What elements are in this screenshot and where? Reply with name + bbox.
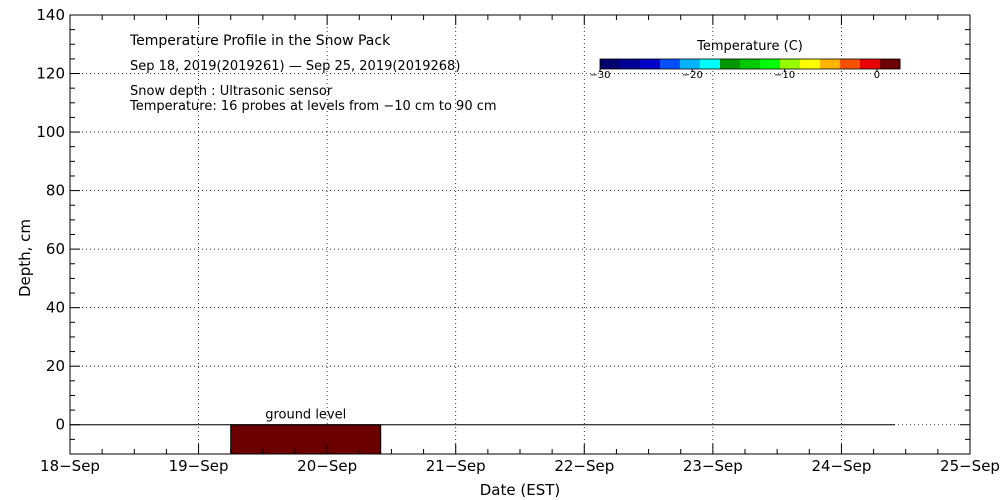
colorbar-segment bbox=[860, 59, 881, 69]
colorbar-segment bbox=[640, 59, 661, 69]
colorbar-segment bbox=[740, 59, 761, 69]
x-tick-label: 20−Sep bbox=[297, 457, 357, 475]
colorbar-label: −20 bbox=[682, 70, 703, 81]
x-tick-label: 24−Sep bbox=[811, 457, 871, 475]
temperature-block bbox=[230, 424, 382, 455]
y-tick-label: 100 bbox=[36, 123, 65, 141]
y-tick-label: 80 bbox=[46, 182, 65, 200]
ground-level-label: ground level bbox=[265, 408, 346, 423]
colorbar-frame bbox=[599, 58, 901, 70]
colorbar-title: Temperature (C) bbox=[696, 39, 803, 54]
note-snow-depth: Snow depth : Ultrasonic sensor bbox=[130, 84, 333, 99]
colorbar-segment bbox=[660, 59, 681, 69]
colorbar-segment bbox=[880, 59, 901, 69]
colorbar-segment bbox=[820, 59, 841, 69]
chart-title: Temperature Profile in the Snow Pack bbox=[129, 33, 391, 49]
y-tick-label: 40 bbox=[46, 299, 65, 317]
colorbar: −30 −20 −10 0 bbox=[589, 58, 901, 81]
colorbar-segment bbox=[680, 59, 701, 69]
y-tick-label: 120 bbox=[36, 65, 65, 83]
colorbar-segment bbox=[700, 59, 721, 69]
x-tick-label: 19−Sep bbox=[169, 457, 229, 475]
colorbar-segment bbox=[840, 59, 861, 69]
y-axis-title: Depth, cm bbox=[16, 219, 34, 297]
colorbar-label: −30 bbox=[589, 70, 610, 81]
colorbar-segment bbox=[600, 59, 621, 69]
colorbar-label: 0 bbox=[874, 70, 880, 81]
chart-subtitle: Sep 18, 2019(2019261) — Sep 25, 2019(201… bbox=[130, 59, 460, 74]
colorbar-segment bbox=[620, 59, 641, 69]
y-tick-label: 60 bbox=[46, 240, 65, 258]
x-tick-label: 25−Sep bbox=[940, 457, 1000, 475]
y-tick-label: 140 bbox=[36, 6, 65, 24]
y-tick-label: 0 bbox=[55, 416, 65, 434]
note-temperature: Temperature: 16 probes at levels from −1… bbox=[129, 99, 497, 114]
x-tick-label: 18−Sep bbox=[40, 457, 100, 475]
colorbar-segment bbox=[760, 59, 781, 69]
x-tick-label: 23−Sep bbox=[683, 457, 743, 475]
plot-frame bbox=[69, 14, 971, 455]
data-layer: ground level bbox=[70, 408, 895, 455]
tick-layer: 0 20 40 60 80 100 120 140 18−Sep 19−Sep 20−Sep 21−S… bbox=[36, 6, 1000, 475]
colorbar-segment bbox=[800, 59, 821, 69]
x-axis-title: Date (EST) bbox=[480, 481, 561, 499]
x-tick-label: 22−Sep bbox=[554, 457, 614, 475]
y-tick-label: 20 bbox=[46, 357, 65, 375]
colorbar-segment bbox=[780, 59, 801, 69]
x-tick-label: 21−Sep bbox=[426, 457, 486, 475]
colorbar-segment bbox=[720, 59, 741, 69]
colorbar-label: −10 bbox=[774, 70, 795, 81]
grid-layer bbox=[70, 15, 970, 454]
